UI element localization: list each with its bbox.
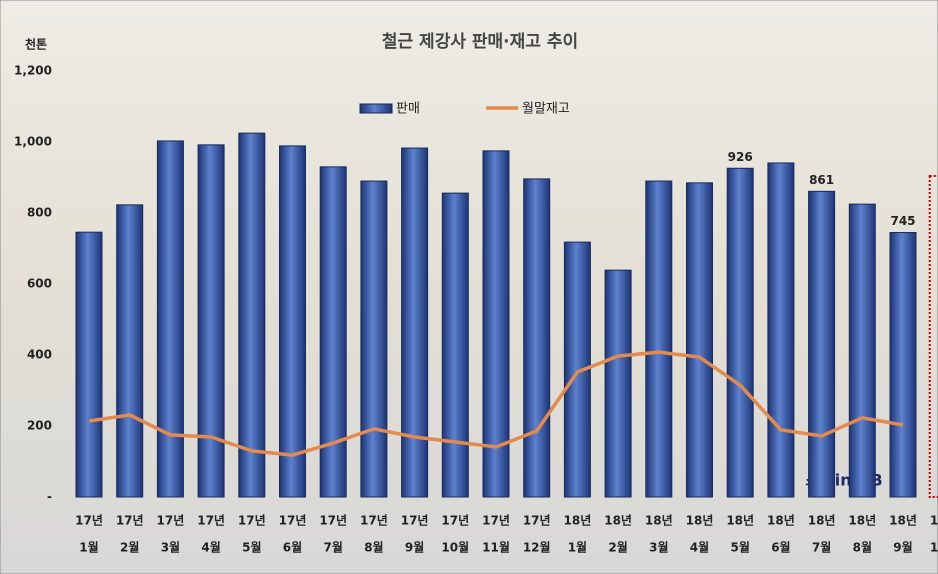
x-tick-label: 17년 <box>279 514 307 528</box>
x-tick-label: 3월 <box>161 540 180 555</box>
y-axis-label: 천톤 <box>25 37 47 52</box>
y-tick-label: - <box>47 490 52 504</box>
x-tick-label: 12월 <box>523 540 551 555</box>
y-tick-label: 600 <box>27 277 52 291</box>
y-tick-label: 200 <box>27 419 52 433</box>
x-tick-label: 5월 <box>731 540 750 555</box>
x-tick-label: 18년 <box>726 514 754 528</box>
x-tick-label: 18년 <box>767 514 795 528</box>
x-tick-label: 9월 <box>405 540 424 555</box>
x-tick-label: 17년 <box>197 514 225 528</box>
x-tick-label: 3월 <box>649 540 668 555</box>
highlight-box <box>928 175 938 498</box>
bar <box>482 150 510 498</box>
legend-swatch <box>359 103 393 114</box>
bar <box>767 162 795 498</box>
x-tick-label: 8월 <box>853 540 872 555</box>
line <box>88 350 904 457</box>
bar <box>523 178 551 498</box>
y-tick-label: 1,200 <box>14 64 52 78</box>
bar <box>360 180 388 498</box>
x-tick-label: 5월 <box>242 540 261 555</box>
bar <box>238 132 266 498</box>
y-tick-label: 1,000 <box>14 135 52 149</box>
x-tick-label: 18년 <box>645 514 673 528</box>
data-label: 926 <box>728 150 753 164</box>
x-tick-label: 1월 <box>79 540 98 555</box>
x-tick-label: 17년 <box>523 514 551 528</box>
x-tick-label: 18년 <box>686 514 714 528</box>
x-tick-label: 10월 <box>441 540 469 555</box>
data-label: 861 <box>809 173 834 187</box>
x-tick-label: 17년 <box>116 514 144 528</box>
x-tick-label: 18년 <box>848 514 876 528</box>
x-tick-label: 17년 <box>319 514 347 528</box>
bar <box>686 182 713 498</box>
bar <box>279 145 306 498</box>
x-tick-label: 7월 <box>812 540 831 555</box>
x-tick-label: 17년 <box>75 514 103 528</box>
x-tick-label: 6월 <box>283 540 302 555</box>
bar <box>75 231 103 498</box>
bar <box>604 269 632 498</box>
x-tick-label: 18년 <box>564 514 592 528</box>
x-tick-label: 9월 <box>893 540 912 555</box>
x-tick-label: 2월 <box>608 540 627 555</box>
x-tick-label: 17년 <box>238 514 266 528</box>
x-tick-label: 18년 <box>604 514 632 528</box>
bar <box>156 140 184 498</box>
bar <box>808 190 836 498</box>
bar <box>116 204 144 498</box>
x-tick-label: 4월 <box>690 540 709 555</box>
chart-title: 철근 제강사 판매·재고 추이 <box>382 32 578 52</box>
data-label: 745 <box>890 214 915 228</box>
bar <box>848 203 876 498</box>
x-tick-label: 18년 <box>930 514 938 528</box>
x-tick-label: 7월 <box>324 540 343 555</box>
x-tick-label: 8월 <box>364 540 383 555</box>
x-tick-label: 2월 <box>120 540 139 555</box>
legend-label: 판매 <box>396 102 420 117</box>
x-tick-label: 17년 <box>441 514 469 528</box>
x-tick-label: 18년 <box>808 514 836 528</box>
x-tick-label: 17년 <box>157 514 185 528</box>
bar <box>645 180 673 498</box>
y-tick-label: 400 <box>27 348 52 362</box>
x-tick-label: 17년 <box>401 514 429 528</box>
legend-label: 월말재고 <box>522 102 570 117</box>
x-tick-label: 1월 <box>568 540 587 555</box>
bar <box>726 167 754 498</box>
bar <box>401 147 429 498</box>
x-tick-label: 4월 <box>201 540 220 555</box>
bar <box>441 192 469 498</box>
y-tick-label: 800 <box>27 206 52 220</box>
x-tick-label: 17년 <box>360 514 388 528</box>
bar <box>889 232 917 498</box>
x-tick-label: 18년 <box>889 514 917 528</box>
x-tick-label: 10월 <box>930 540 938 555</box>
x-tick-label: 6월 <box>771 540 790 555</box>
x-tick-label: 11월 <box>482 540 510 555</box>
bar <box>197 144 225 498</box>
x-tick-label: 17년 <box>482 514 510 528</box>
